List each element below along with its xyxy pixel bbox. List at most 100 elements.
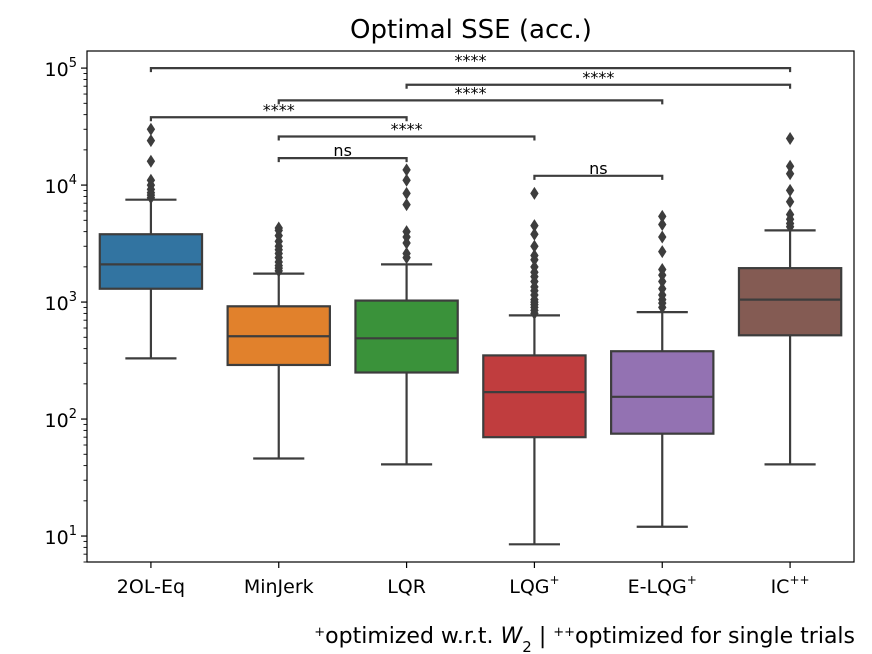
x-axis-caption: +optimized w.r.t. W2 | ++optimized for s… (314, 624, 855, 654)
y-tick-base: 10 (45, 176, 69, 198)
outlier-point (530, 249, 539, 263)
y-tick-label: 102 (45, 407, 77, 432)
outlier-point (146, 122, 156, 136)
outlier-point (785, 183, 795, 197)
y-tick-exp: 5 (69, 56, 77, 71)
y-tick-base: 10 (45, 410, 69, 432)
significance-label: ns (589, 159, 607, 178)
outlier-point (658, 230, 667, 244)
x-tick-label: LQG+ (509, 573, 559, 598)
outlier-point (785, 195, 795, 209)
outlier-point (785, 132, 795, 146)
outlier-point (530, 239, 539, 253)
caption-text-2: optimized for single trials (575, 624, 855, 649)
outlier-point (402, 163, 411, 177)
y-tick-exp: 2 (69, 407, 77, 422)
significance-bracket: ns (533, 159, 664, 180)
category-name: LQG (509, 576, 549, 598)
outlier-point (530, 227, 539, 241)
outlier-point (658, 209, 667, 223)
y-tick-base: 10 (45, 293, 69, 315)
caption-var: W (501, 624, 524, 649)
significance-annotations: **** **** **** **** **** ns ns (149, 51, 792, 180)
outlier-point (658, 218, 667, 232)
outlier-point (146, 173, 156, 187)
outlier-point (146, 154, 156, 168)
caption-sub: 2 (522, 638, 532, 654)
caption-text-1: optimized w.r.t. (325, 624, 500, 649)
iqr-box (354, 299, 459, 374)
significance-bracket: **** (405, 68, 792, 89)
x-tick-label: 2OL-Eq (117, 576, 185, 598)
y-tick-label: 103 (45, 290, 77, 315)
category-name: 2OL-Eq (117, 576, 185, 598)
y-tick-exp: 1 (69, 524, 77, 539)
bracket-line (405, 83, 792, 89)
outlier-point (402, 186, 411, 200)
significance-label: **** (582, 68, 614, 87)
outlier-point (402, 225, 411, 239)
box-lqg (482, 186, 587, 546)
bracket-line (149, 66, 792, 73)
significance-bracket: **** (277, 120, 536, 141)
plot-frame (86, 50, 855, 563)
bracket-line (277, 157, 408, 163)
box-2ol-eq (98, 122, 204, 360)
x-tick-label: MinJerk (244, 576, 314, 598)
significance-bracket: **** (277, 83, 664, 105)
category-name: MinJerk (244, 576, 314, 598)
outlier-point (402, 247, 411, 261)
category-name: IC (771, 576, 790, 598)
x-tick-label: LQR (387, 576, 426, 598)
caption-sup-2: ++ (553, 625, 575, 640)
significance-bracket: ns (277, 141, 408, 163)
y-tick-label: 105 (45, 56, 77, 81)
category-sup: + (550, 573, 560, 587)
significance-label: ns (333, 141, 351, 160)
bracket-line (277, 135, 536, 141)
y-tick-label: 101 (45, 524, 77, 549)
x-axis: 2OL-Eq MinJerk LQR LQG+ E-LQG+ IC++ (117, 562, 810, 598)
outlier-point (785, 159, 795, 173)
chart-title: Optimal SSE (acc.) (350, 15, 592, 45)
category-name: E-LQG (628, 576, 687, 598)
bracket-line (533, 174, 664, 180)
outlier-point (146, 134, 156, 148)
outlier-point (658, 282, 667, 296)
outlier-point (785, 208, 795, 222)
y-tick-label: 104 (45, 173, 77, 198)
significance-label: **** (455, 51, 487, 70)
category-sup: + (687, 573, 697, 587)
significance-label: **** (263, 100, 295, 119)
iqr-box (482, 354, 587, 439)
outlier-point (785, 167, 795, 181)
outlier-point (402, 198, 411, 212)
box-e-lqg (610, 209, 715, 528)
y-tick-exp: 3 (69, 290, 77, 305)
caption-sup-1: + (314, 625, 325, 640)
x-tick-label: E-LQG+ (628, 573, 697, 598)
outlier-point (530, 219, 539, 233)
significance-label: **** (391, 120, 423, 139)
outlier-point (658, 262, 667, 276)
category-name: LQR (387, 576, 426, 598)
x-tick-label: IC++ (771, 573, 810, 598)
outlier-point (530, 186, 539, 200)
bracket-line (149, 116, 408, 122)
significance-bracket: **** (149, 100, 408, 122)
outlier-point (530, 260, 539, 274)
significance-bracket: **** (149, 51, 792, 73)
significance-label: **** (455, 83, 487, 102)
outlier-point (658, 245, 667, 259)
box-minjerk (226, 221, 331, 460)
y-tick-base: 10 (45, 59, 69, 81)
outlier-point (274, 221, 283, 235)
iqr-box (98, 233, 204, 290)
y-tick-exp: 4 (69, 173, 77, 188)
outlier-point (402, 173, 411, 187)
plot-area (98, 122, 843, 546)
iqr-box (610, 350, 715, 435)
box-ic (737, 132, 843, 466)
